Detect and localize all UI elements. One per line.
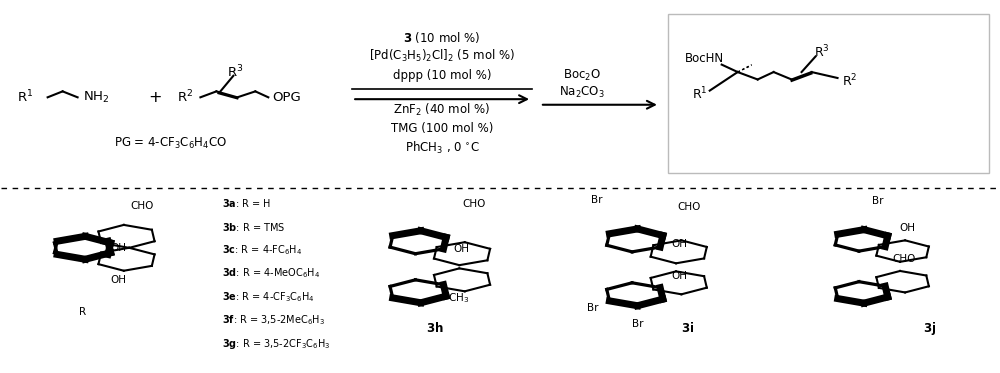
Text: $\mathbf{3f}$: R = 3,5-2MeC$_6$H$_3$: $\mathbf{3f}$: R = 3,5-2MeC$_6$H$_3$ — [222, 313, 325, 327]
Text: PG = 4-CF$_3$C$_6$H$_4$CO: PG = 4-CF$_3$C$_6$H$_4$CO — [114, 136, 227, 151]
Text: $\mathbf{3i}$: $\mathbf{3i}$ — [681, 322, 694, 335]
Text: BocHN: BocHN — [685, 52, 724, 65]
Text: OH: OH — [899, 223, 915, 233]
Text: $\mathbf{3e}$: R = 4-CF$_3$C$_6$H$_4$: $\mathbf{3e}$: R = 4-CF$_3$C$_6$H$_4$ — [222, 290, 315, 304]
Text: TMG (100 mol %): TMG (100 mol %) — [391, 122, 493, 135]
Text: R$^3$: R$^3$ — [227, 64, 244, 80]
Text: NH$_2$: NH$_2$ — [83, 90, 109, 105]
Text: R$^1$: R$^1$ — [17, 89, 34, 106]
Text: R: R — [79, 307, 86, 317]
Text: Na$_2$CO$_3$: Na$_2$CO$_3$ — [559, 85, 605, 100]
Bar — [668, 14, 989, 173]
Text: $\mathbf{3c}$: R = 4-FC$_6$H$_4$: $\mathbf{3c}$: R = 4-FC$_6$H$_4$ — [222, 243, 303, 257]
Text: $\mathbf{3a}$: R = H: $\mathbf{3a}$: R = H — [222, 197, 272, 209]
Text: CH$_3$: CH$_3$ — [448, 291, 469, 305]
Text: CHO: CHO — [131, 201, 154, 211]
Text: Br: Br — [591, 194, 603, 204]
Text: R$^2$: R$^2$ — [177, 89, 194, 106]
Text: [Pd(C$_3$H$_5$)$_2$Cl]$_2$ (5 mol %): [Pd(C$_3$H$_5$)$_2$Cl]$_2$ (5 mol %) — [369, 48, 515, 65]
Text: Br: Br — [587, 303, 599, 313]
Text: $\mathbf{3h}$: $\mathbf{3h}$ — [426, 321, 444, 335]
Text: Br: Br — [872, 196, 883, 206]
Text: OH: OH — [111, 243, 127, 253]
Text: OPG: OPG — [272, 91, 301, 104]
Text: $\mathbf{3}$ (10 mol %): $\mathbf{3}$ (10 mol %) — [403, 30, 481, 46]
Text: $\mathbf{3j}$: $\mathbf{3j}$ — [923, 320, 936, 337]
Text: +: + — [149, 90, 162, 105]
Text: $\mathbf{3d}$: R = 4-MeOC$_6$H$_4$: $\mathbf{3d}$: R = 4-MeOC$_6$H$_4$ — [222, 267, 320, 280]
Text: R$^2$: R$^2$ — [842, 73, 857, 89]
Text: OH: OH — [111, 275, 127, 285]
Text: R$^1$: R$^1$ — [692, 86, 707, 103]
Text: Br: Br — [632, 319, 644, 329]
Text: $\mathbf{3b}$: R = TMS: $\mathbf{3b}$: R = TMS — [222, 221, 286, 233]
Text: ZnF$_2$ (40 mol %): ZnF$_2$ (40 mol %) — [393, 102, 491, 118]
Text: PhCH$_3$ , 0 $^{\circ}$C: PhCH$_3$ , 0 $^{\circ}$C — [405, 140, 480, 156]
Text: dppp (10 mol %): dppp (10 mol %) — [393, 69, 491, 82]
Text: CHO: CHO — [892, 254, 916, 264]
Text: R$^3$: R$^3$ — [814, 44, 829, 60]
Text: CHO: CHO — [678, 202, 701, 212]
Text: CHO: CHO — [462, 199, 485, 209]
Text: OH: OH — [672, 271, 688, 281]
Text: Boc$_2$O: Boc$_2$O — [563, 68, 601, 82]
Text: $\mathbf{3g}$: R = 3,5-2CF$_3$C$_6$H$_3$: $\mathbf{3g}$: R = 3,5-2CF$_3$C$_6$H$_3$ — [222, 337, 331, 351]
Text: OH: OH — [453, 244, 469, 254]
Text: OH: OH — [672, 239, 688, 249]
